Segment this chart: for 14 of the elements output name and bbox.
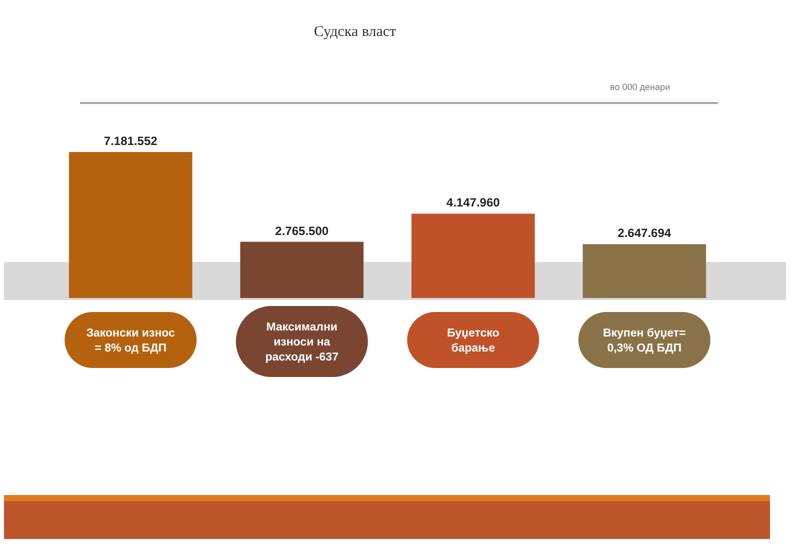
x-tick-label: Вкупен буџет= 0,3% ОД БДП [602,328,686,354]
chart-title: Судска власт [314,24,397,40]
bar [68,152,192,298]
x-tick-label: Максимални износи на расходи -637 [265,322,338,364]
bar [582,244,706,298]
data-label: 4.147.960 [446,196,500,210]
x-tick-label: Буџетско барање [447,328,500,354]
bar [411,214,535,298]
bar [240,242,364,298]
data-label: 7.181.552 [104,134,158,148]
x-tick-label: Законски износ = 8% од БДП [86,328,176,354]
data-label: 2.765.500 [275,224,329,238]
data-label: 2.647.694 [618,226,672,240]
chart-subtitle: во 000 денари [610,82,670,92]
